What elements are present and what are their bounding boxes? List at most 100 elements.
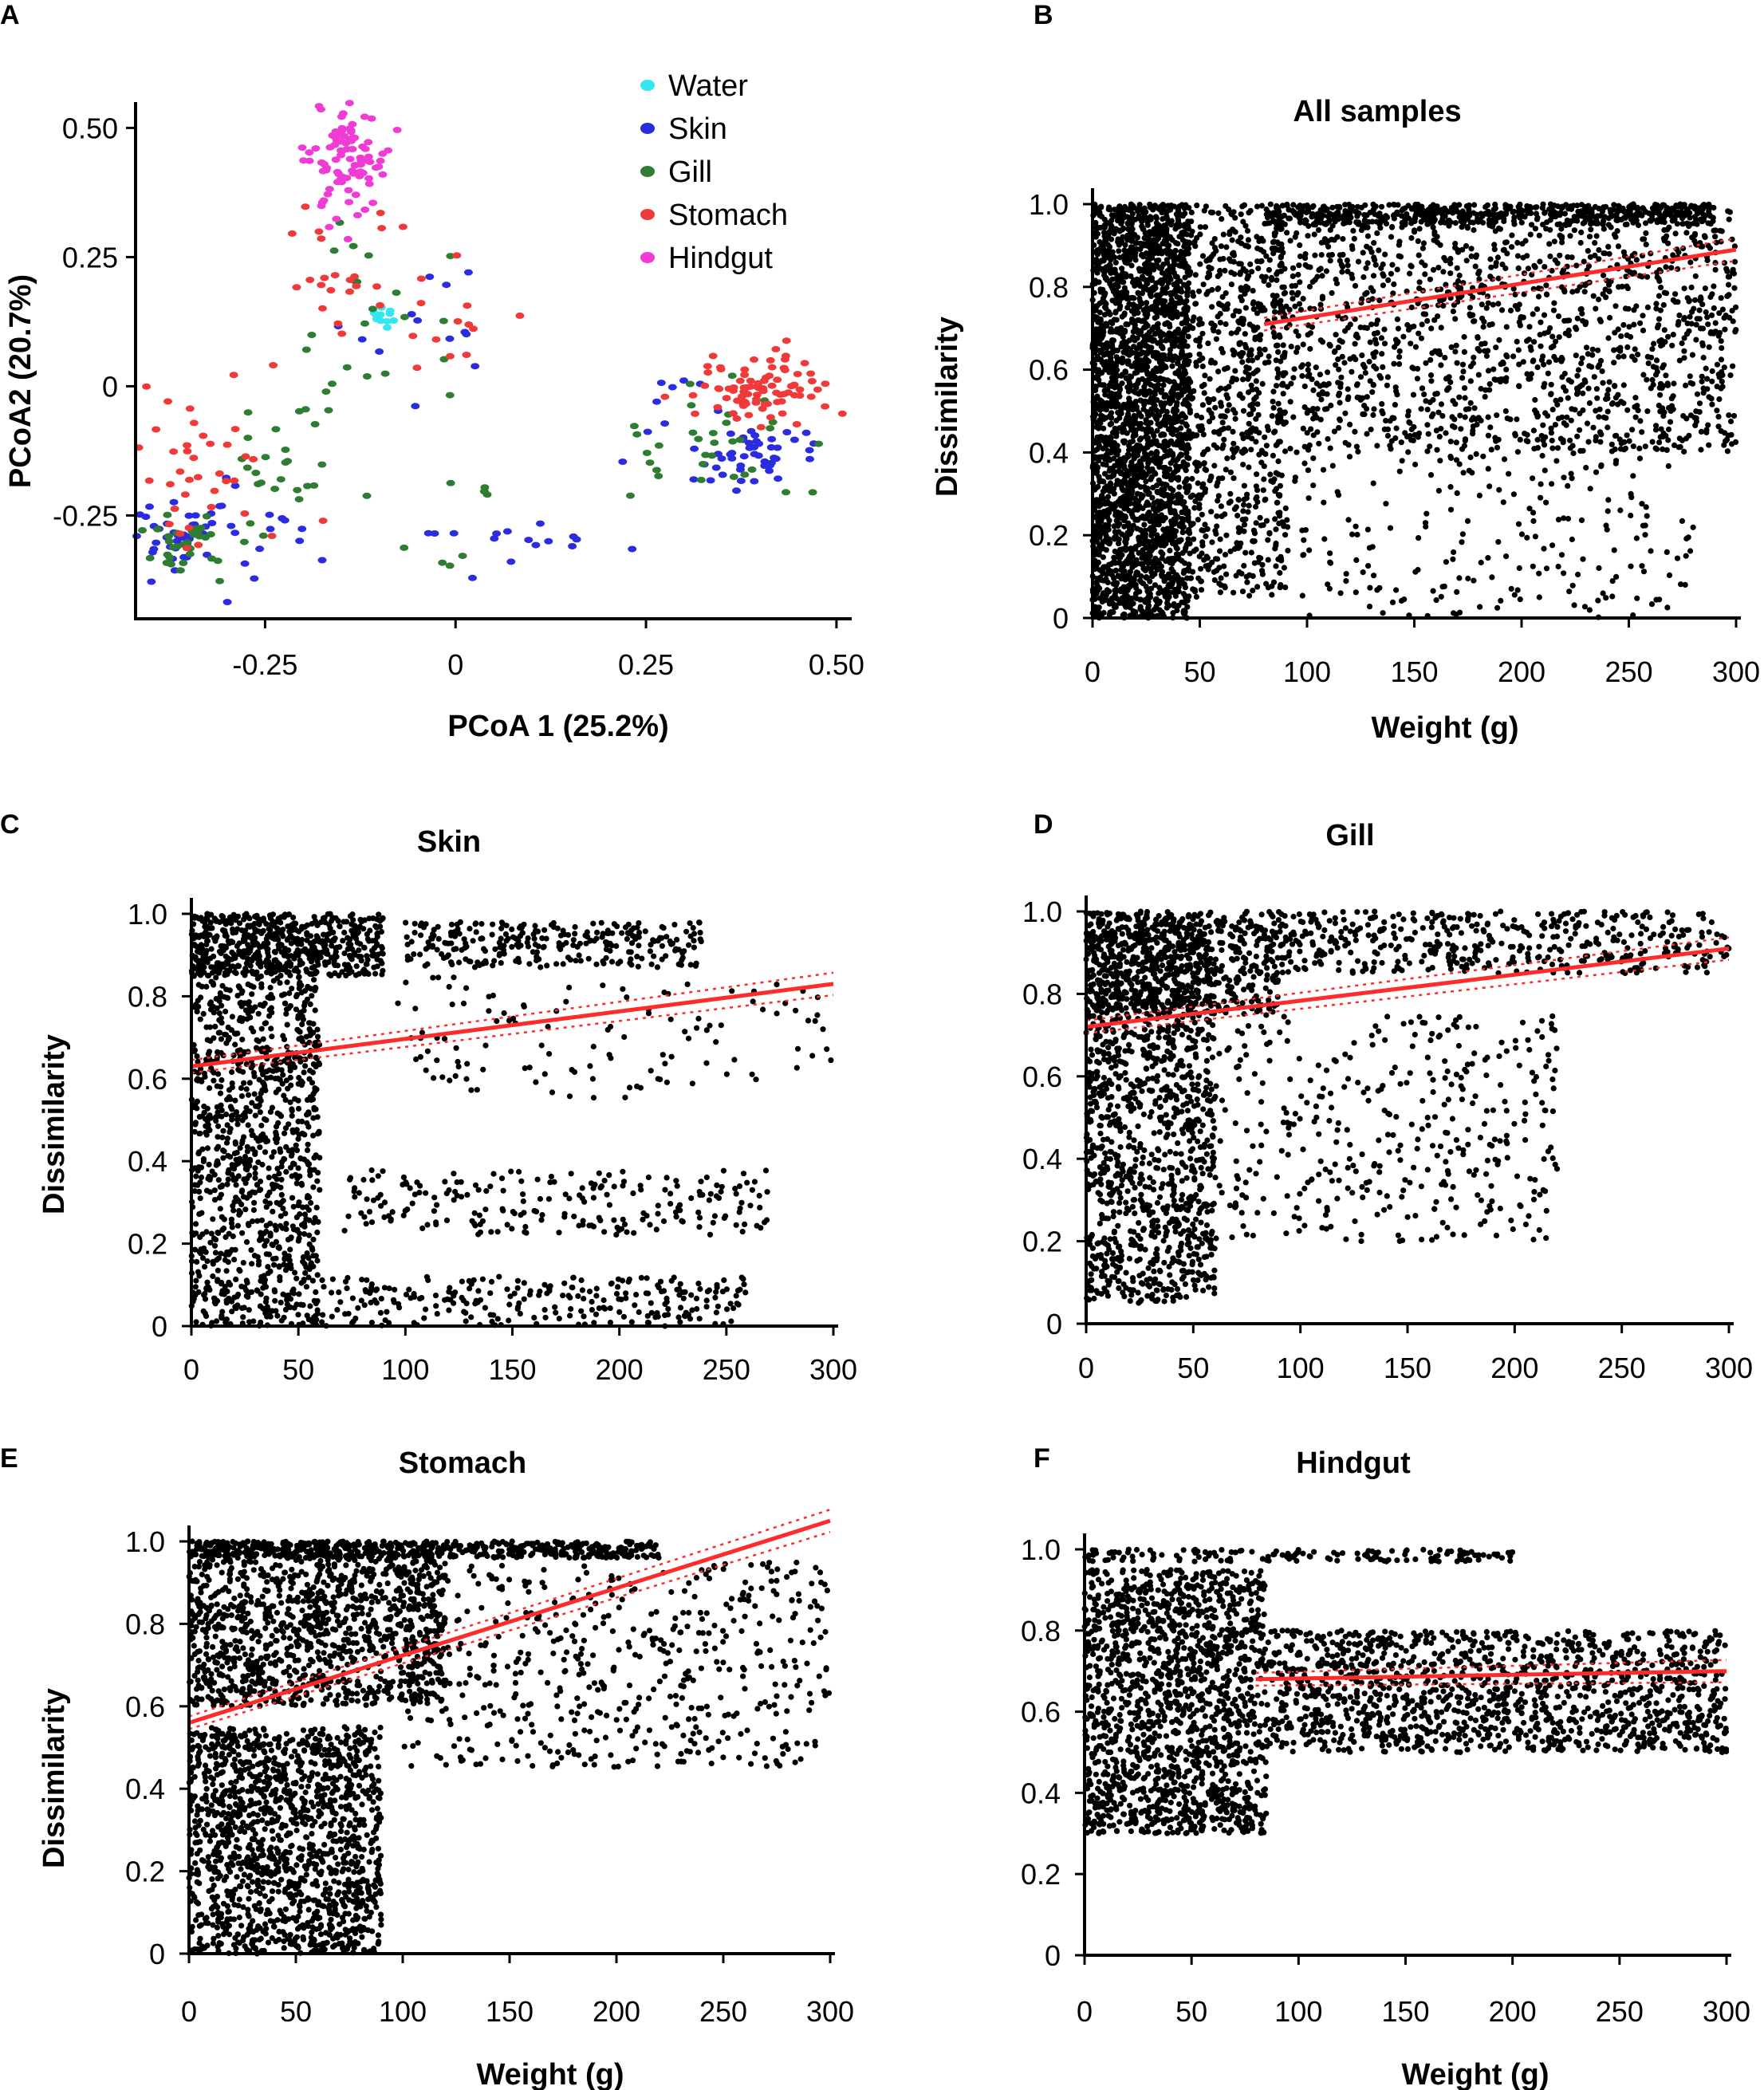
pcoa-point [729, 410, 738, 417]
pcoa-point [301, 203, 310, 211]
data-point [1122, 577, 1128, 583]
data-point [1243, 495, 1250, 502]
data-point [1164, 377, 1171, 384]
data-point [1187, 269, 1194, 275]
data-point [1096, 608, 1102, 616]
data-point [1317, 372, 1323, 378]
data-point [1266, 266, 1272, 274]
data-point [1234, 513, 1241, 519]
data-point [1232, 447, 1239, 454]
data-point [1461, 333, 1467, 340]
data-point [1305, 361, 1312, 368]
data-point [1724, 448, 1731, 455]
data-point [1096, 522, 1102, 528]
data-point [1108, 236, 1115, 242]
data-point [1168, 438, 1175, 444]
data-point [1230, 475, 1237, 482]
data-point [1127, 373, 1133, 380]
data-point [1254, 487, 1261, 494]
data-point [1391, 281, 1397, 288]
data-point [1144, 350, 1151, 356]
data-point [1223, 392, 1230, 398]
pcoa-point [348, 120, 357, 128]
data-point [1424, 406, 1431, 413]
data-point [1119, 546, 1125, 553]
pcoa-point [789, 392, 799, 399]
data-point [1370, 273, 1377, 279]
data-point [1649, 439, 1656, 445]
data-point [1460, 368, 1467, 375]
data-point [1434, 391, 1440, 397]
pcoa-point [736, 462, 746, 469]
data-point [1144, 390, 1151, 396]
data-point [1467, 400, 1474, 406]
data-point [1467, 378, 1474, 384]
data-point [1611, 360, 1617, 366]
data-point [1605, 335, 1612, 341]
data-point [1094, 583, 1101, 589]
pcoa-point [449, 529, 459, 537]
data-point [1202, 522, 1208, 528]
data-point [1157, 423, 1164, 430]
data-point [1527, 231, 1534, 238]
data-point [1219, 419, 1226, 426]
data-point [1108, 218, 1115, 224]
data-point [1126, 400, 1132, 406]
data-point [1698, 447, 1704, 453]
data-point [1462, 385, 1468, 392]
data-point [1667, 419, 1674, 425]
data-point [1199, 363, 1206, 369]
pcoa-point [175, 567, 185, 574]
data-point [1199, 355, 1206, 361]
data-point [1178, 577, 1184, 584]
data-point [1360, 250, 1366, 256]
data-point [1254, 234, 1260, 240]
data-point [1201, 460, 1207, 466]
data-point [1502, 407, 1509, 415]
data-point [1278, 472, 1285, 478]
data-point [1171, 353, 1178, 360]
data-point [1182, 484, 1188, 490]
data-point [1194, 203, 1200, 209]
data-point [1120, 272, 1126, 278]
data-point [1333, 276, 1339, 282]
pcoa-point [281, 459, 290, 466]
data-point [1693, 321, 1699, 328]
data-point [1124, 451, 1131, 459]
pcoa-point [240, 510, 250, 517]
data-point [1718, 295, 1724, 301]
data-point [1367, 339, 1373, 345]
data-point [1349, 275, 1356, 281]
pcoa-point [464, 321, 474, 328]
data-point [1179, 311, 1185, 317]
data-point [1277, 569, 1283, 577]
data-point [1219, 445, 1226, 451]
pcoa-point [329, 247, 339, 254]
data-point [1172, 247, 1179, 254]
data-point [1132, 280, 1138, 286]
data-point [1295, 333, 1301, 339]
data-point [1235, 238, 1242, 245]
data-point [1440, 302, 1447, 309]
data-point [1416, 252, 1422, 258]
data-point [1230, 313, 1237, 319]
data-point [1475, 270, 1482, 277]
data-point [1156, 278, 1163, 285]
pcoa-point [299, 157, 309, 164]
pcoa-point [490, 535, 499, 542]
pcoa-point [183, 447, 192, 455]
data-point [1626, 438, 1632, 444]
data-point [1543, 282, 1549, 289]
data-point [1427, 372, 1435, 379]
data-point [1097, 347, 1103, 354]
legend-label: Gill [668, 155, 712, 189]
pcoa-point [766, 356, 775, 364]
data-point [1141, 450, 1148, 457]
pcoa-point [323, 191, 333, 198]
data-point [1160, 431, 1167, 438]
data-point [1731, 285, 1738, 291]
pcoa-point [384, 147, 393, 154]
data-point [1428, 325, 1435, 332]
data-point [1173, 442, 1179, 448]
data-point [1657, 307, 1664, 313]
